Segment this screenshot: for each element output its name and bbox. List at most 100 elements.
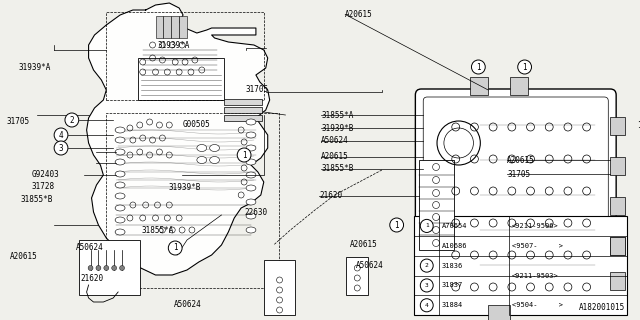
Text: A10686: A10686 [442,243,467,249]
Circle shape [518,60,531,74]
Text: G92403: G92403 [31,170,60,179]
Bar [419,160,454,250]
Bar [611,237,625,255]
Text: 1: 1 [425,223,429,228]
Text: 31728: 31728 [31,182,54,191]
Text: A50624: A50624 [174,300,202,309]
Text: A20615: A20615 [321,152,349,161]
Text: 1: 1 [173,244,177,252]
Circle shape [420,279,433,292]
Text: 4: 4 [425,303,429,308]
Ellipse shape [246,227,256,233]
Ellipse shape [115,182,125,188]
Text: A50624: A50624 [76,244,103,252]
Ellipse shape [246,119,256,125]
Text: A70654: A70654 [442,223,467,229]
Ellipse shape [246,145,256,151]
Bar [163,16,172,38]
Text: A20615: A20615 [10,252,37,261]
Bar [611,272,625,290]
Circle shape [54,128,68,142]
Bar [225,107,262,113]
Ellipse shape [210,156,220,164]
Bar [79,240,140,295]
Text: 31855*B: 31855*B [321,164,354,173]
Ellipse shape [246,185,256,191]
Bar [415,216,627,315]
Text: 31939*B: 31939*B [169,183,201,192]
Text: 1: 1 [637,121,640,130]
Bar [611,237,625,255]
FancyBboxPatch shape [415,89,616,311]
Circle shape [633,118,640,132]
Text: 22630: 22630 [244,208,268,217]
Text: 1: 1 [476,62,481,71]
Ellipse shape [115,137,125,143]
Bar [611,197,625,215]
Text: 1: 1 [522,62,527,71]
Ellipse shape [210,145,220,151]
Bar [611,117,625,135]
Text: A182001015: A182001015 [579,303,625,312]
Text: 31884: 31884 [442,302,463,308]
Text: <9504-     >: <9504- > [512,302,563,308]
Bar [510,77,527,95]
Text: <9507-     >: <9507- > [512,243,563,249]
Bar [138,58,225,100]
Text: <9211-9503>: <9211-9503> [512,273,559,278]
Ellipse shape [197,156,207,164]
Text: 31855*A: 31855*A [141,226,174,235]
Text: 4: 4 [59,131,63,140]
Text: A20615: A20615 [349,240,378,249]
Circle shape [120,266,125,270]
Bar [172,16,179,38]
Bar [611,157,625,175]
Ellipse shape [115,171,125,177]
Circle shape [237,148,251,162]
Ellipse shape [115,149,125,155]
Text: <9211-9506>: <9211-9506> [512,223,559,229]
Circle shape [420,220,433,232]
Text: 3: 3 [59,143,63,153]
Ellipse shape [246,199,256,205]
Bar [488,305,510,320]
Ellipse shape [115,229,125,235]
Bar [346,257,368,295]
Text: 21620: 21620 [81,274,104,283]
Ellipse shape [246,132,256,138]
Ellipse shape [115,193,125,199]
Text: 31705: 31705 [507,170,530,179]
Ellipse shape [115,159,125,165]
Text: 1: 1 [394,220,399,229]
Circle shape [65,113,79,127]
Text: 2: 2 [70,116,74,124]
Bar [225,99,262,105]
Bar [106,12,264,100]
Circle shape [104,266,109,270]
Bar [156,16,163,38]
Text: 31837: 31837 [442,283,463,288]
Text: G00505: G00505 [182,120,211,129]
Ellipse shape [246,213,256,219]
Text: 31939*B: 31939*B [321,124,354,132]
Circle shape [96,266,101,270]
Text: 2: 2 [425,263,429,268]
Text: A50624: A50624 [356,261,383,270]
Bar [179,16,187,38]
Text: 31855*A: 31855*A [321,111,354,120]
Text: A20615: A20615 [507,156,535,164]
Circle shape [112,266,116,270]
Ellipse shape [246,159,256,165]
Text: A20615: A20615 [345,10,373,19]
Polygon shape [86,3,269,275]
Bar [225,115,262,121]
Circle shape [390,218,404,232]
Ellipse shape [115,127,125,133]
Text: 31939*A: 31939*A [19,63,51,72]
Ellipse shape [246,172,256,178]
Text: A50624: A50624 [321,136,349,145]
Bar [106,113,278,288]
Text: 31836: 31836 [442,263,463,268]
Circle shape [88,266,93,270]
Text: 21620: 21620 [319,191,342,200]
